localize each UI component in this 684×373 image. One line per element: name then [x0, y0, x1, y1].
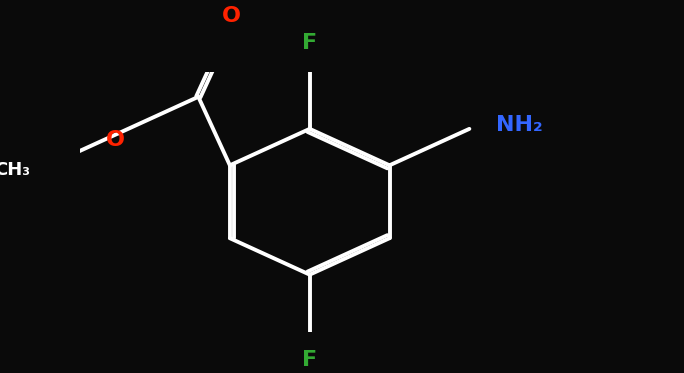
Text: F: F	[302, 34, 317, 53]
Text: O: O	[105, 130, 124, 150]
Text: CH₃: CH₃	[0, 161, 30, 179]
Text: F: F	[302, 350, 317, 370]
Text: O: O	[222, 6, 241, 26]
Text: NH₂: NH₂	[496, 115, 542, 135]
